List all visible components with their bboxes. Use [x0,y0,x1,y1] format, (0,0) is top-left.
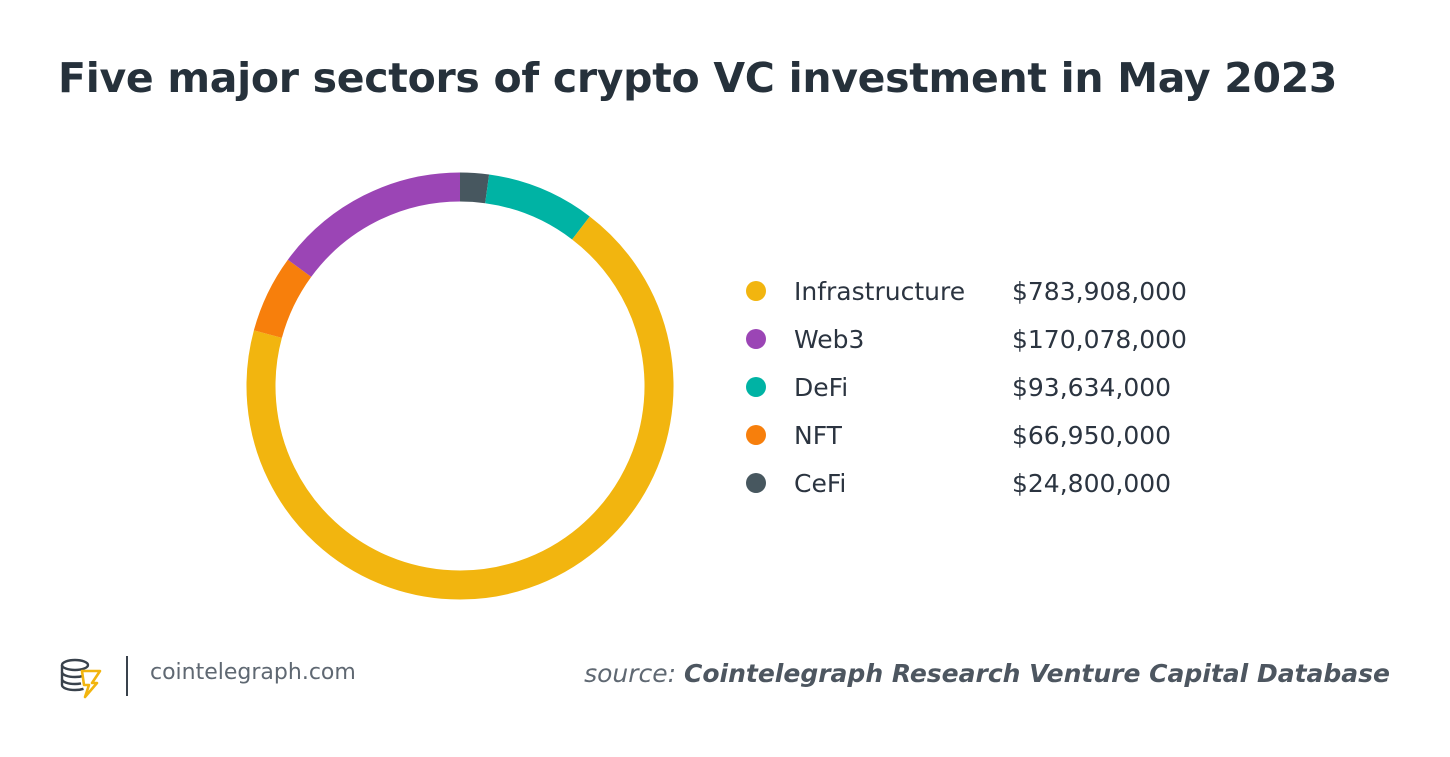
donut-slice-defi [484,174,590,240]
legend-item-cefi: CeFi $24,800,000 [746,459,1187,507]
legend-value: $66,950,000 [1012,420,1172,450]
footer-divider [126,656,128,696]
legend-swatch [746,329,766,349]
legend-label: Infrastructure [794,276,966,306]
legend-swatch [746,425,766,445]
legend-item-infrastructure: Infrastructure $783,908,000 [746,267,1187,315]
source-name: Cointelegraph Research Venture Capital D… [684,659,1390,688]
legend-item-defi: DeFi $93,634,000 [746,363,1187,411]
donut-slice-infrastructure [246,216,674,600]
legend-item-web3: Web3 $170,078,000 [746,315,1187,363]
legend-swatch [746,473,766,493]
legend-label: Web3 [794,324,865,354]
legend-label: NFT [794,420,842,450]
cointelegraph-logo-icon [60,658,102,699]
donut-slice-nft [253,259,312,339]
footer-site-link[interactable]: cointelegraph.com [150,660,356,685]
legend-value: $783,908,000 [1012,276,1187,306]
source-prefix: source: [584,659,677,688]
legend: Infrastructure $783,908,000 Web3 $170,07… [746,267,1187,507]
donut-slice-web3 [287,172,461,278]
legend-value: $93,634,000 [1012,372,1172,402]
legend-swatch [746,377,766,397]
legend-item-nft: NFT $66,950,000 [746,411,1187,459]
source-credit: source: Cointelegraph Research Venture C… [584,659,1390,688]
donut-slice-cefi [459,172,490,204]
donut-slices [246,172,674,600]
legend-label: CeFi [794,468,847,498]
legend-value: $170,078,000 [1012,324,1187,354]
legend-label: DeFi [794,372,849,402]
legend-swatch [746,281,766,301]
legend-value: $24,800,000 [1012,468,1172,498]
donut-chart [246,172,674,600]
chart-title: Five major sectors of crypto VC investme… [58,54,1338,102]
